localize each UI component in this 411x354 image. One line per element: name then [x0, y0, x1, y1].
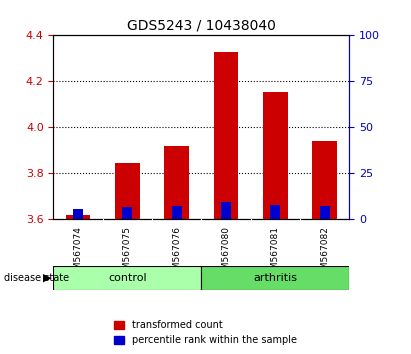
- Text: GSM567080: GSM567080: [222, 227, 231, 281]
- Text: control: control: [108, 273, 147, 283]
- Text: GSM567076: GSM567076: [172, 227, 181, 281]
- Title: GDS5243 / 10438040: GDS5243 / 10438040: [127, 19, 276, 33]
- Text: GSM567081: GSM567081: [271, 227, 280, 281]
- Bar: [263, 92, 288, 219]
- Text: arthritis: arthritis: [253, 273, 298, 283]
- Bar: [320, 206, 330, 219]
- Bar: [214, 51, 238, 219]
- Bar: [115, 163, 140, 219]
- Text: GSM567074: GSM567074: [74, 227, 83, 281]
- Bar: [66, 215, 90, 219]
- Bar: [122, 207, 132, 219]
- Text: GSM567082: GSM567082: [320, 227, 329, 281]
- Text: disease state: disease state: [4, 273, 69, 283]
- Text: ▶: ▶: [43, 273, 52, 283]
- Bar: [270, 205, 280, 219]
- Legend: transformed count, percentile rank within the sample: transformed count, percentile rank withi…: [111, 316, 300, 349]
- Bar: [164, 146, 189, 219]
- FancyBboxPatch shape: [53, 266, 201, 290]
- Bar: [73, 209, 83, 219]
- Bar: [172, 206, 182, 219]
- FancyBboxPatch shape: [201, 266, 349, 290]
- Bar: [221, 202, 231, 219]
- Bar: [312, 141, 337, 219]
- Text: GSM567075: GSM567075: [123, 227, 132, 281]
